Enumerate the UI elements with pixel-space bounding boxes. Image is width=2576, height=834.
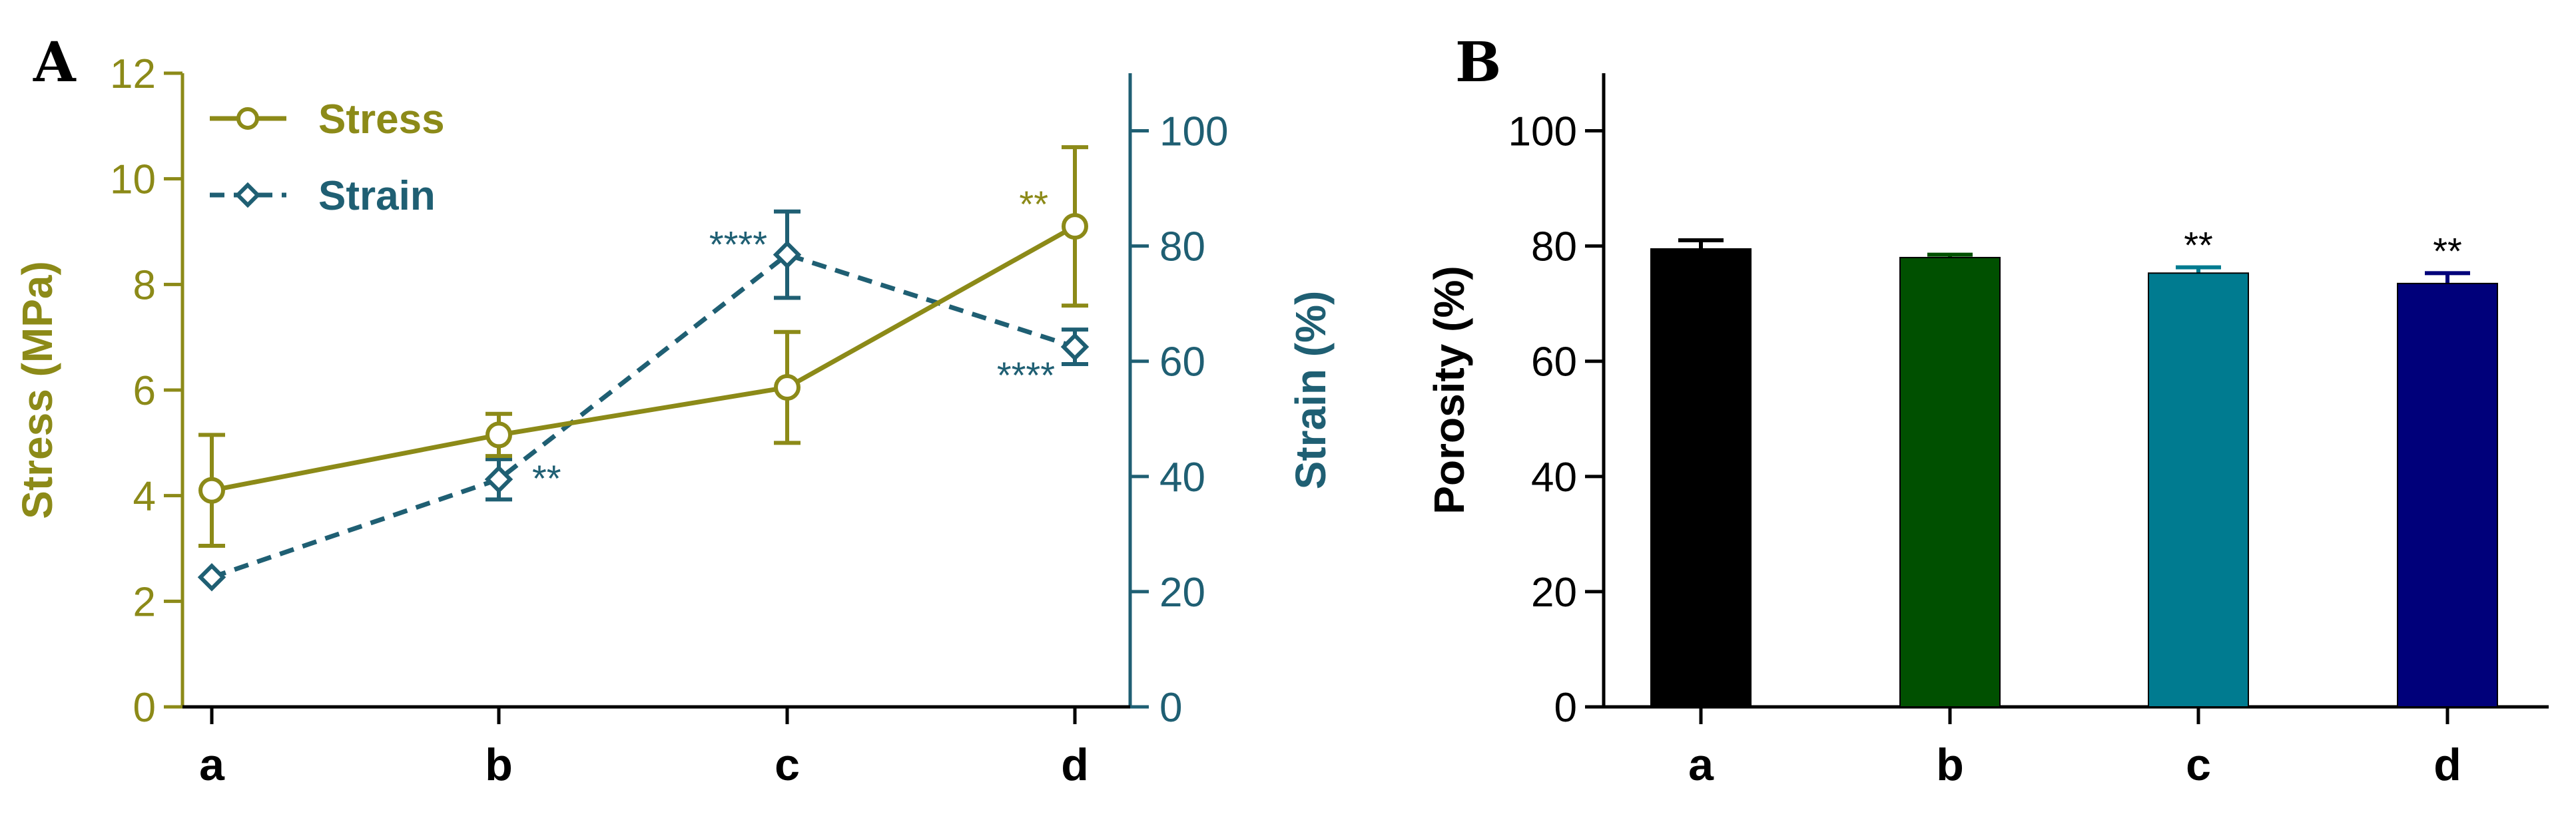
panel-b-y-ticks: 0 20 40 60 80 100: [1508, 109, 1604, 731]
left-tick-label: 6: [133, 368, 156, 414]
panel-b-letter: B: [1455, 31, 1501, 95]
panel-b-y-axis-title: Porosity (%): [1425, 266, 1473, 514]
panel-a-right-axis-title: Strain (%): [1287, 291, 1335, 490]
legend-strain-marker: [234, 182, 261, 208]
left-tick-label: 4: [133, 474, 156, 520]
strain-significance-label: ****: [997, 354, 1055, 396]
legend-stress-label: Stress: [318, 97, 445, 142]
bar-significance-label: **: [2433, 230, 2462, 272]
x-tick-label: a: [1688, 739, 1714, 790]
x-tick-label: a: [199, 739, 225, 790]
panel-a-legend: Stress Strain: [210, 97, 445, 219]
left-tick-label: 0: [133, 685, 156, 731]
x-tick-label: c: [775, 739, 800, 790]
panel-b-bars-layer: ** **: [1650, 224, 2498, 708]
panel-a-left-ticks: 0 2 4 6 8 10 12: [110, 51, 182, 731]
panel-a-chart: 0 2 4 6 8 10 12 0 20 40 60 80 100 a b c d Stress (MPa)…: [13, 51, 1335, 790]
panel-b-chart: 0 20 40 60 80 100 a b c d Porosity (%) ** **: [1425, 73, 2549, 790]
y-tick-label: 100: [1508, 109, 1577, 155]
panel-a-x-ticks: a b c d: [199, 707, 1089, 790]
strain-significance-label: **: [532, 457, 561, 499]
right-tick-label: 20: [1159, 570, 1205, 616]
left-tick-label: 12: [110, 51, 156, 97]
panel-a-left-axis-title: Stress (MPa): [13, 261, 61, 519]
bar-a: [1650, 248, 1752, 708]
stress-significance-label: **: [1019, 183, 1048, 225]
y-tick-label: 80: [1531, 224, 1577, 270]
stress-point: [198, 477, 225, 504]
right-tick-label: 100: [1159, 109, 1228, 155]
panel-a-right-ticks: 0 20 40 60 80 100: [1130, 109, 1228, 731]
strain-significance-label: ****: [709, 224, 767, 266]
panel-b-x-ticks: a b c d: [1688, 707, 2461, 790]
legend-stress-marker: [236, 107, 259, 130]
y-tick-label: 0: [1554, 685, 1577, 731]
strain-line: [210, 252, 1076, 580]
x-tick-label: b: [485, 739, 513, 790]
right-tick-label: 80: [1159, 224, 1205, 270]
right-tick-label: 40: [1159, 455, 1205, 501]
stress-point: [774, 374, 801, 401]
strain-point: [1060, 332, 1090, 361]
stress-point: [1062, 213, 1088, 240]
x-tick-label: c: [2186, 739, 2211, 790]
bar-c: [2148, 272, 2249, 708]
stress-point: [485, 421, 512, 449]
bar-b: [1899, 256, 2001, 708]
strain-point: [197, 563, 226, 592]
x-tick-label: b: [1936, 739, 1964, 790]
y-tick-label: 40: [1531, 455, 1577, 501]
x-tick-label: d: [1061, 739, 1089, 790]
legend-strain-label: Strain: [318, 173, 436, 219]
strain-point: [773, 240, 802, 269]
x-tick-label: d: [2433, 739, 2461, 790]
y-tick-label: 60: [1531, 339, 1577, 385]
bar-d: [2397, 282, 2498, 708]
left-tick-label: 10: [110, 157, 156, 203]
y-tick-label: 20: [1531, 570, 1577, 616]
bar-significance-label: **: [2184, 224, 2213, 266]
left-tick-label: 2: [133, 579, 156, 625]
panel-a-letter: A: [33, 31, 77, 95]
strain-point: [484, 465, 513, 494]
panel-a-series-layer: ************: [197, 145, 1090, 592]
right-tick-label: 0: [1159, 685, 1182, 731]
left-tick-label: 8: [133, 262, 156, 308]
stress-line: [211, 224, 1076, 493]
right-tick-label: 60: [1159, 339, 1205, 385]
